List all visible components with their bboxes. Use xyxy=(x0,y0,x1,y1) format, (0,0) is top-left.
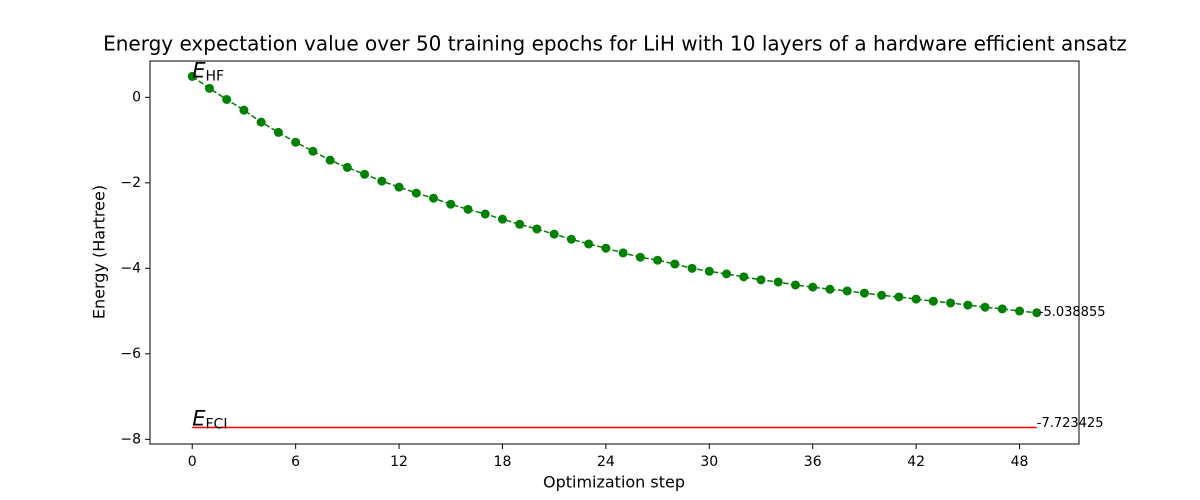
data-point xyxy=(722,269,732,279)
y-tick-label: −6 xyxy=(120,346,141,362)
y-tick-label: −8 xyxy=(120,431,141,447)
data-point xyxy=(497,214,507,224)
y-axis-label: Energy (Hartree) xyxy=(90,185,109,319)
data-point xyxy=(256,117,266,127)
data-point xyxy=(825,284,835,294)
data-point xyxy=(808,282,818,292)
hf-label: EHF xyxy=(192,58,224,84)
fci-label: EFCI xyxy=(192,406,227,432)
data-label: -5.038855 xyxy=(1039,305,1106,320)
data-point xyxy=(963,300,973,310)
data-point xyxy=(877,290,887,300)
x-tick-label: 42 xyxy=(907,454,925,470)
data-point xyxy=(273,127,283,137)
data-point xyxy=(1032,308,1042,318)
data-point xyxy=(308,146,318,156)
data-point xyxy=(842,286,852,296)
data-point xyxy=(411,188,421,198)
x-tick-label: 36 xyxy=(804,454,822,470)
data-point xyxy=(291,137,301,147)
data-point xyxy=(222,94,232,104)
data-point xyxy=(429,193,439,203)
data-point xyxy=(532,224,542,234)
data-point xyxy=(566,234,576,244)
x-tick-label: 48 xyxy=(1011,454,1029,470)
label-main: E xyxy=(192,58,206,82)
data-point xyxy=(187,71,197,81)
label-sub: HF xyxy=(206,68,225,84)
data-point xyxy=(704,266,714,276)
reference-label: -7.723425 xyxy=(1037,416,1104,431)
data-point xyxy=(601,243,611,253)
data-point xyxy=(549,229,559,239)
data-point xyxy=(342,162,352,172)
data-point xyxy=(360,169,370,179)
data-point xyxy=(859,288,869,298)
y-tick-label: 0 xyxy=(132,89,141,105)
label-sub: FCI xyxy=(206,416,228,432)
data-line xyxy=(191,75,1037,314)
data-point xyxy=(1015,306,1025,316)
data-point xyxy=(946,298,956,308)
data-point xyxy=(446,199,456,209)
x-tick-label: 6 xyxy=(291,454,300,470)
data-point xyxy=(980,302,990,312)
data-point xyxy=(377,176,387,186)
data-point xyxy=(997,304,1007,314)
data-point xyxy=(325,155,335,165)
x-tick-label: 0 xyxy=(188,454,197,470)
data-point xyxy=(463,204,473,214)
data-point xyxy=(790,280,800,290)
chart-title: Energy expectation value over 50 trainin… xyxy=(103,32,1127,56)
y-tick-label: −4 xyxy=(120,260,141,276)
data-point xyxy=(653,255,663,265)
x-axis-label: Optimization step xyxy=(543,473,685,492)
plot-frame xyxy=(149,60,1080,445)
y-tick-label: −2 xyxy=(120,175,141,191)
data-point xyxy=(756,275,766,285)
data-point xyxy=(687,263,697,273)
data-point xyxy=(670,259,680,269)
data-point xyxy=(894,292,904,302)
data-point xyxy=(204,83,214,93)
x-tick-label: 12 xyxy=(390,454,408,470)
data-point xyxy=(480,209,490,219)
data-point xyxy=(394,182,404,192)
data-point xyxy=(515,219,525,229)
data-point xyxy=(773,277,783,287)
data-point xyxy=(928,296,938,306)
data-point xyxy=(618,248,628,258)
x-tick-label: 24 xyxy=(597,454,615,470)
data-point xyxy=(584,239,594,249)
data-point xyxy=(635,252,645,262)
data-point xyxy=(911,294,921,304)
data-point xyxy=(239,105,249,115)
x-tick-label: 18 xyxy=(494,454,512,470)
label-main: E xyxy=(192,406,206,430)
x-tick-label: 30 xyxy=(700,454,718,470)
data-point xyxy=(739,272,749,282)
